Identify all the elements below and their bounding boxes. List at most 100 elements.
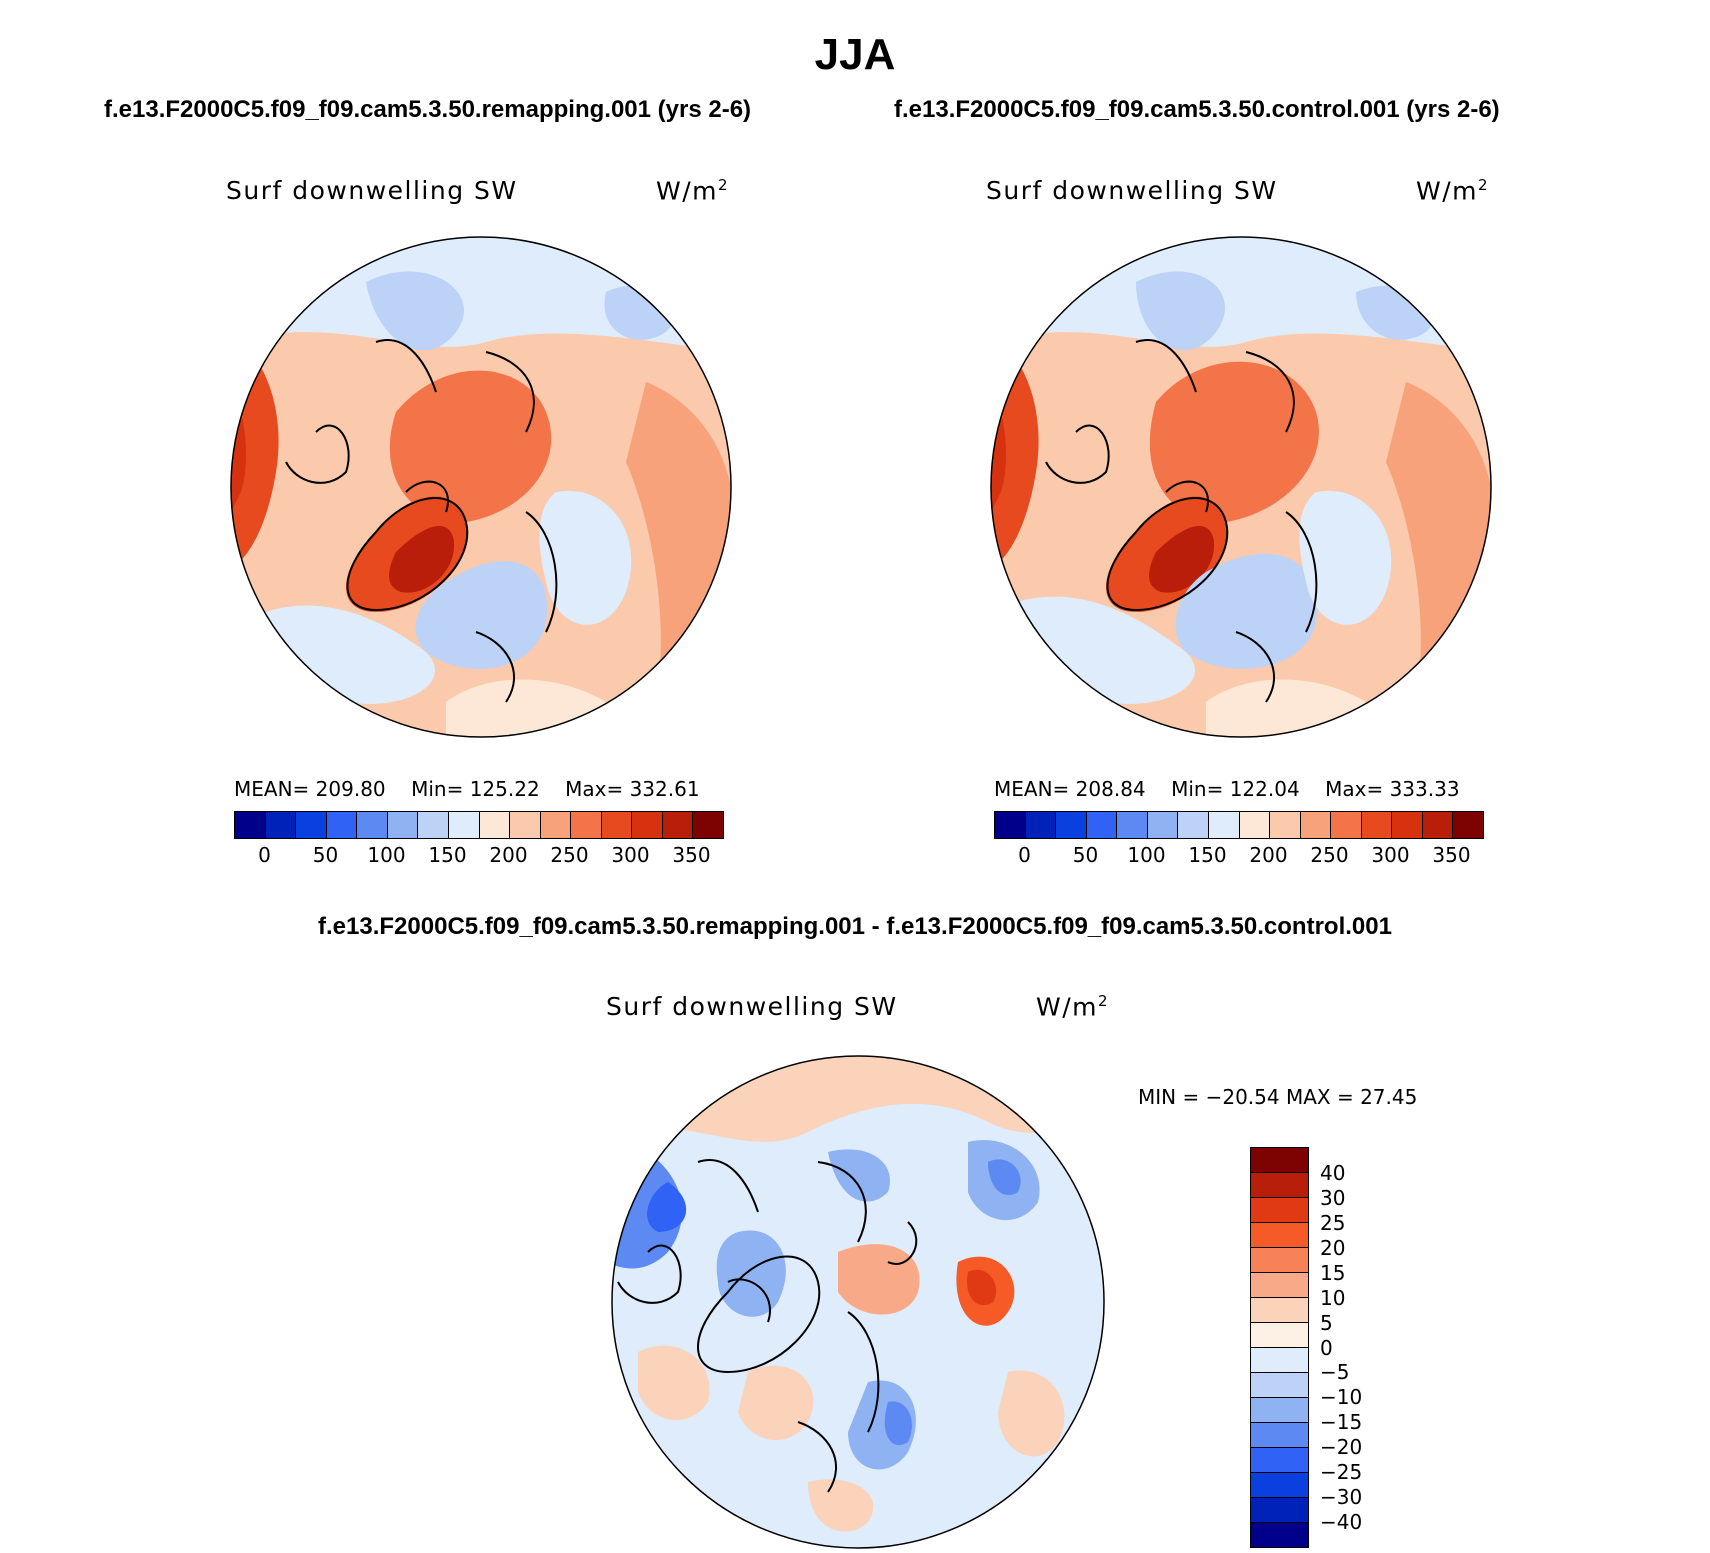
colorbar-right-swatch — [995, 812, 1026, 838]
colorbar-right-swatch — [1086, 812, 1118, 838]
colorbar-difference-swatch — [1251, 1223, 1308, 1248]
colorbar-left-swatch — [510, 812, 541, 838]
panel-right-variable: Surf downwelling SW — [986, 176, 1278, 205]
main-title: JJA — [814, 30, 896, 79]
case-title-right: f.e13.F2000C5.f09_f09.cam5.3.50.control.… — [894, 96, 1500, 123]
colorbar-difference-tick-label: 0 — [1320, 1335, 1333, 1360]
colorbar-left-tick-label: 0 — [258, 843, 271, 867]
colorbar-difference-swatch — [1251, 1148, 1308, 1173]
colorbar-right-tick-label: 50 — [1072, 843, 1099, 867]
colorbar-difference-tick-label: −20 — [1320, 1435, 1363, 1460]
colorbar-difference-tick-label: −5 — [1320, 1360, 1350, 1385]
diff-title: f.e13.F2000C5.f09_f09.cam5.3.50.remappin… — [318, 913, 1392, 940]
colorbar-right-ticks: 0 50 100 150 200 250 300 350 — [994, 843, 1482, 869]
colorbar-difference-tick-label: −40 — [1320, 1510, 1363, 1535]
panel-left-units: W/m2 — [656, 176, 730, 206]
colorbar-difference-tick-label: 30 — [1320, 1185, 1346, 1210]
colorbar-left-swatch — [540, 812, 572, 838]
colorbar-left-swatch — [693, 812, 723, 838]
colorbar-left-swatch — [662, 812, 694, 838]
colorbar-difference-tick-label: −10 — [1320, 1385, 1363, 1410]
map-remapping — [230, 236, 732, 738]
colorbar-difference-tick-label: 15 — [1320, 1260, 1346, 1285]
panel-left-variable: Surf downwelling SW — [226, 176, 518, 205]
colorbar-difference-tick-label: 10 — [1320, 1285, 1346, 1310]
colorbar-right-swatch — [1178, 812, 1209, 838]
colorbar-left-ticks: 0 50 100 150 200 250 300 350 — [234, 843, 722, 869]
colorbar-difference-swatch — [1251, 1348, 1308, 1373]
colorbar-right — [994, 811, 1484, 839]
colorbar-difference-swatch — [1251, 1523, 1308, 1547]
colorbar-left-tick-label: 100 — [367, 843, 406, 867]
colorbar-difference-swatch — [1251, 1398, 1308, 1423]
colorbar-left — [234, 811, 724, 839]
colorbar-right-tick-label: 100 — [1127, 843, 1166, 867]
diff-variable: Surf downwelling SW — [606, 992, 898, 1021]
colorbar-right-swatch — [1239, 812, 1271, 838]
colorbar-right-swatch — [1270, 812, 1301, 838]
colorbar-right-swatch — [1117, 812, 1148, 838]
colorbar-left-swatch — [357, 812, 388, 838]
colorbar-difference-tick-label: −25 — [1320, 1460, 1363, 1485]
colorbar-right-swatch — [1056, 812, 1087, 838]
colorbar-left-swatch — [448, 812, 480, 838]
colorbar-left-tick-label: 300 — [611, 843, 650, 867]
colorbar-difference-swatch — [1251, 1298, 1308, 1323]
colorbar-difference-tick-label: −30 — [1320, 1485, 1363, 1510]
colorbar-right-swatch — [1422, 812, 1454, 838]
colorbar-difference-tick-label: 40 — [1320, 1160, 1346, 1185]
colorbar-left-swatch — [479, 812, 511, 838]
colorbar-right-swatch — [1025, 812, 1057, 838]
stats-right: MEAN= 208.84 Min= 122.04 Max= 333.33 — [994, 777, 1460, 801]
colorbar-right-tick-label: 300 — [1371, 843, 1410, 867]
colorbar-difference-swatch — [1251, 1273, 1308, 1298]
diff-minmax: MIN = −20.54 MAX = 27.45 — [1138, 1085, 1418, 1109]
colorbar-left-tick-label: 350 — [672, 843, 711, 867]
colorbar-difference-swatch — [1251, 1198, 1308, 1223]
map-control — [990, 236, 1492, 738]
colorbar-left-swatch — [418, 812, 449, 838]
colorbar-difference-tick-label: 5 — [1320, 1310, 1333, 1335]
colorbar-difference-swatch — [1251, 1473, 1308, 1498]
panel-right-units: W/m2 — [1416, 176, 1490, 206]
colorbar-difference-swatch — [1251, 1423, 1308, 1448]
colorbar-left-swatch — [296, 812, 327, 838]
colorbar-difference-swatch — [1251, 1373, 1308, 1398]
colorbar-difference-ticks: 40 30 25 20 15 10 5 0 −5 −10 −15 −20 −25 −30 −40 — [1320, 1147, 1400, 1546]
diff-units: W/m2 — [1036, 992, 1110, 1022]
colorbar-right-tick-label: 200 — [1249, 843, 1288, 867]
colorbar-left-tick-label: 150 — [428, 843, 467, 867]
colorbar-right-swatch — [1361, 812, 1393, 838]
colorbar-right-tick-label: 0 — [1018, 843, 1031, 867]
colorbar-right-swatch — [1300, 812, 1332, 838]
colorbar-right-swatch — [1208, 812, 1240, 838]
colorbar-right-swatch — [1331, 812, 1362, 838]
colorbar-difference-swatch — [1251, 1323, 1308, 1348]
colorbar-left-tick-label: 200 — [489, 843, 528, 867]
case-title-left: f.e13.F2000C5.f09_f09.cam5.3.50.remappin… — [104, 96, 752, 123]
colorbar-difference-swatch — [1251, 1248, 1308, 1273]
colorbar-left-swatch — [265, 812, 297, 838]
colorbar-difference-tick-label: 20 — [1320, 1235, 1346, 1260]
colorbar-left-swatch — [632, 812, 663, 838]
colorbar-left-swatch — [387, 812, 419, 838]
colorbar-difference-swatch — [1251, 1448, 1308, 1473]
colorbar-left-tick-label: 250 — [550, 843, 589, 867]
map-difference — [611, 1055, 1105, 1549]
colorbar-right-tick-label: 150 — [1188, 843, 1227, 867]
colorbar-difference-swatch — [1251, 1173, 1308, 1198]
colorbar-right-swatch — [1147, 812, 1179, 838]
colorbar-left-swatch — [326, 812, 358, 838]
stats-left: MEAN= 209.80 Min= 125.22 Max= 332.61 — [234, 777, 700, 801]
colorbar-left-swatch — [235, 812, 266, 838]
colorbar-right-tick-label: 250 — [1310, 843, 1349, 867]
colorbar-right-swatch — [1392, 812, 1423, 838]
colorbar-left-tick-label: 50 — [312, 843, 339, 867]
colorbar-difference-tick-label: 25 — [1320, 1210, 1346, 1235]
colorbar-difference — [1250, 1147, 1309, 1548]
colorbar-left-swatch — [571, 812, 602, 838]
colorbar-left-swatch — [601, 812, 633, 838]
colorbar-right-tick-label: 350 — [1432, 843, 1471, 867]
colorbar-difference-tick-label: −15 — [1320, 1410, 1363, 1435]
colorbar-difference-swatch — [1251, 1498, 1308, 1523]
